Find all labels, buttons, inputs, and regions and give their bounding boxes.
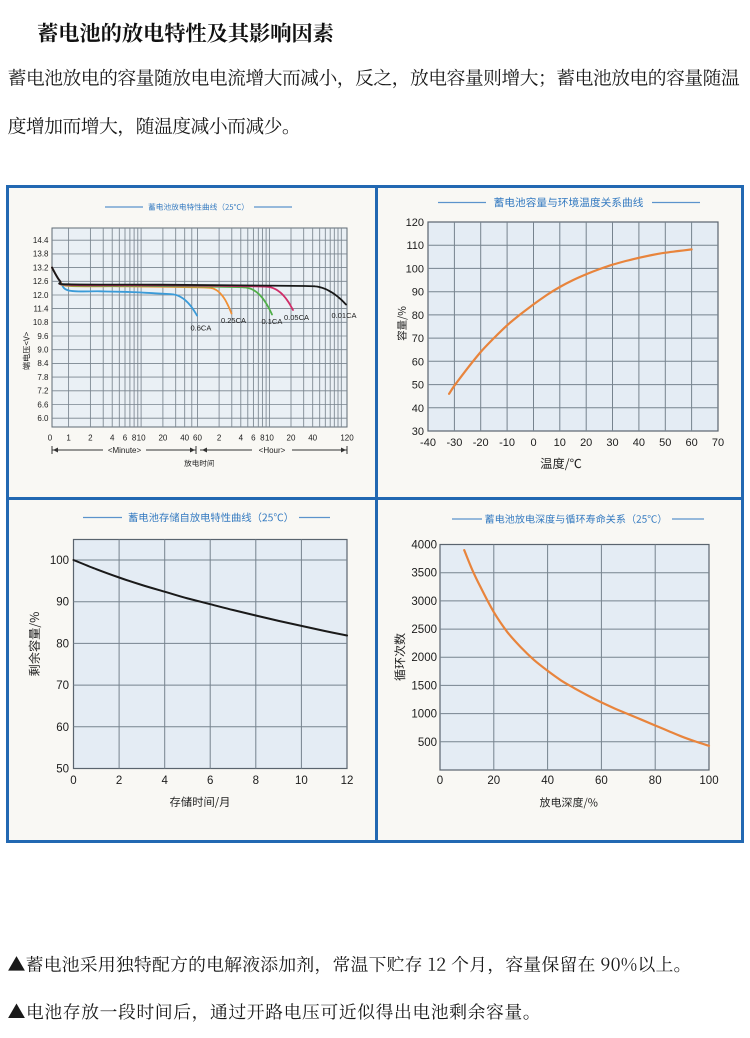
svg-text:60: 60 (412, 356, 424, 368)
svg-text:10: 10 (295, 775, 308, 787)
svg-text:40: 40 (541, 775, 554, 787)
svg-text:0.01CA: 0.01CA (332, 311, 357, 320)
svg-text:2500: 2500 (411, 624, 437, 636)
svg-text:12: 12 (341, 775, 354, 787)
svg-text:6: 6 (207, 775, 213, 787)
svg-text:4000: 4000 (411, 540, 437, 552)
svg-text:80: 80 (412, 310, 424, 322)
svg-text:70: 70 (56, 680, 69, 692)
svg-text:0.05CA: 0.05CA (284, 313, 309, 322)
svg-text:0: 0 (70, 775, 76, 787)
svg-text:14.4: 14.4 (33, 236, 49, 245)
svg-text:10: 10 (137, 434, 146, 443)
svg-text:100: 100 (50, 555, 69, 567)
svg-text:0.6CA: 0.6CA (191, 324, 212, 333)
svg-text:6: 6 (251, 434, 256, 443)
svg-text:0: 0 (437, 775, 443, 787)
svg-text:-20: -20 (473, 437, 489, 449)
svg-text:80: 80 (649, 775, 662, 787)
svg-text:2: 2 (217, 434, 222, 443)
svg-text:500: 500 (418, 737, 437, 749)
svg-text:120: 120 (340, 434, 354, 443)
svg-text:60: 60 (685, 437, 697, 449)
svg-text:80: 80 (56, 638, 69, 650)
svg-text:2: 2 (116, 775, 122, 787)
svg-text:100: 100 (699, 775, 718, 787)
svg-text:12.6: 12.6 (33, 277, 49, 286)
svg-text:13.8: 13.8 (33, 250, 49, 259)
svg-text:3500: 3500 (411, 568, 437, 580)
svg-text:7.8: 7.8 (37, 373, 49, 382)
svg-text:0: 0 (530, 437, 536, 449)
svg-text:-30: -30 (446, 437, 462, 449)
svg-text:4: 4 (110, 434, 115, 443)
svg-text:<Hour>: <Hour> (259, 446, 286, 455)
svg-text:10: 10 (265, 434, 274, 443)
svg-text:<Minute>: <Minute> (108, 446, 142, 455)
svg-text:6.6: 6.6 (37, 400, 49, 409)
svg-text:11.4: 11.4 (34, 304, 50, 313)
svg-text:90: 90 (412, 287, 424, 299)
svg-text:4: 4 (161, 775, 168, 787)
svg-text:6.0: 6.0 (37, 414, 49, 423)
svg-text:50: 50 (56, 764, 69, 776)
svg-text:4: 4 (239, 434, 244, 443)
svg-text:60: 60 (56, 722, 69, 734)
svg-text:0.1CA: 0.1CA (262, 317, 283, 326)
svg-text:12.0: 12.0 (33, 291, 49, 300)
svg-text:40: 40 (180, 434, 189, 443)
svg-text:30: 30 (412, 426, 424, 438)
svg-text:60: 60 (595, 775, 608, 787)
svg-text:8.4: 8.4 (37, 359, 49, 368)
svg-text:3000: 3000 (411, 596, 437, 608)
svg-text:0: 0 (48, 434, 53, 443)
svg-text:90: 90 (56, 597, 69, 609)
svg-text:50: 50 (412, 380, 424, 392)
svg-text:120: 120 (406, 217, 424, 229)
svg-text:110: 110 (406, 240, 424, 252)
svg-text:10: 10 (554, 437, 566, 449)
svg-text:8: 8 (253, 775, 259, 787)
svg-text:8: 8 (132, 434, 137, 443)
svg-text:100: 100 (406, 263, 424, 275)
svg-text:1500: 1500 (411, 680, 437, 692)
svg-text:-10: -10 (499, 437, 515, 449)
svg-text:-40: -40 (420, 437, 436, 449)
svg-text:30: 30 (606, 437, 618, 449)
svg-text:40: 40 (308, 434, 317, 443)
svg-text:10.8: 10.8 (33, 318, 49, 327)
svg-text:7.2: 7.2 (37, 387, 49, 396)
svg-text:70: 70 (412, 333, 424, 345)
svg-text:70: 70 (712, 437, 724, 449)
svg-text:20: 20 (287, 434, 296, 443)
svg-text:8: 8 (260, 434, 265, 443)
svg-text:20: 20 (487, 775, 500, 787)
svg-text:13.2: 13.2 (33, 263, 49, 272)
svg-text:50: 50 (659, 437, 671, 449)
svg-text:1000: 1000 (411, 709, 437, 721)
svg-text:40: 40 (633, 437, 645, 449)
svg-text:1: 1 (66, 434, 71, 443)
svg-text:9.6: 9.6 (37, 332, 49, 341)
svg-text:0.25CA: 0.25CA (221, 316, 246, 325)
svg-text:20: 20 (158, 434, 167, 443)
svg-text:9.0: 9.0 (37, 346, 49, 355)
svg-text:60: 60 (193, 434, 202, 443)
svg-text:2000: 2000 (411, 652, 437, 664)
svg-text:40: 40 (412, 403, 424, 415)
svg-text:6: 6 (123, 434, 128, 443)
svg-text:2: 2 (88, 434, 93, 443)
svg-text:20: 20 (580, 437, 592, 449)
